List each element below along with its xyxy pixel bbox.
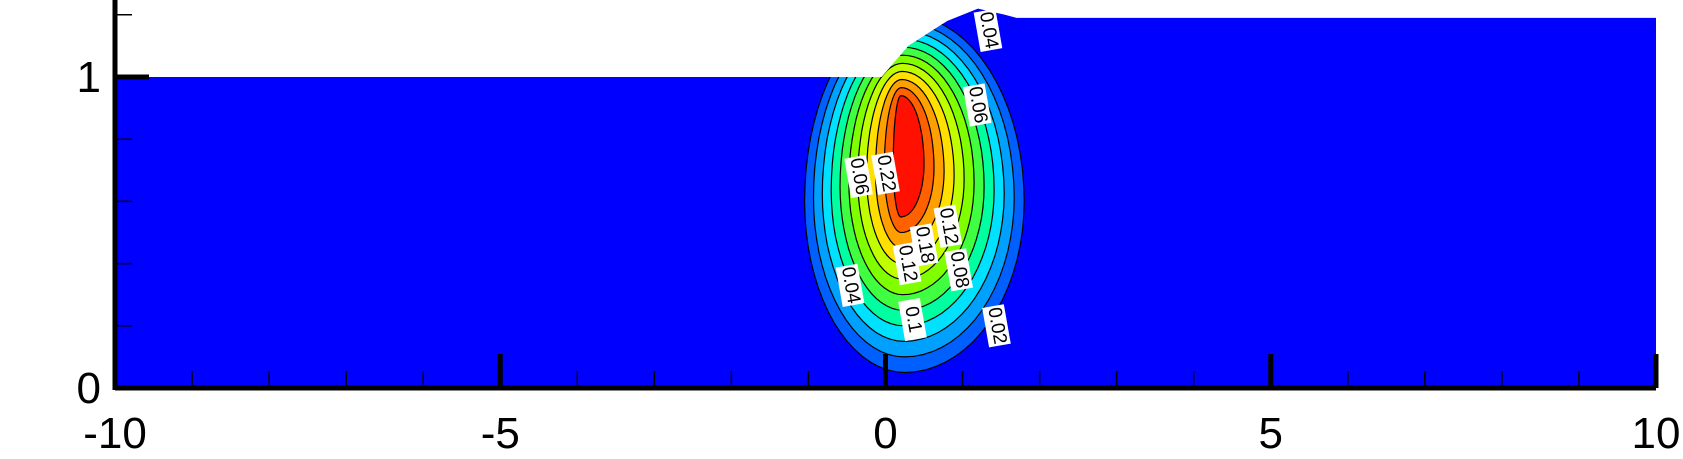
contour-label-box [835,263,865,307]
contour-label-box [944,248,974,292]
x-tick-label: 10 [1632,409,1681,458]
contour-label-box [898,297,927,342]
contour-label-box [871,151,900,196]
x-tick-label: -5 [481,409,520,458]
y-tick-label: 0 [77,364,101,413]
contour-label: 0.06 [844,154,873,199]
x-tick-label: 5 [1259,409,1283,458]
y-tick-label: 1 [77,53,101,102]
contour-label: 0.1 [898,297,927,342]
contour-label: 0.04 [973,8,1003,52]
contour-label-box [982,304,1011,348]
contour-label: 0.08 [944,248,974,292]
contour-label-box [909,223,939,267]
contour-label: 0.06 [962,83,992,127]
contour-label: 0.02 [982,304,1011,348]
contour-label-box [844,154,873,199]
x-tick-label: 0 [873,409,897,458]
x-tick-label: -10 [83,409,147,458]
contour-label: 0.12 [933,204,963,248]
contour-label: 0.18 [909,223,939,267]
contour-label-text: 0.1 [900,305,925,335]
contour-label-box [892,241,922,286]
contour-label-box [933,204,963,248]
contour-label: 0.04 [835,263,865,307]
contour-label-box [962,83,992,127]
contour-label: 0.22 [871,151,900,196]
contour-label-box [973,8,1003,52]
